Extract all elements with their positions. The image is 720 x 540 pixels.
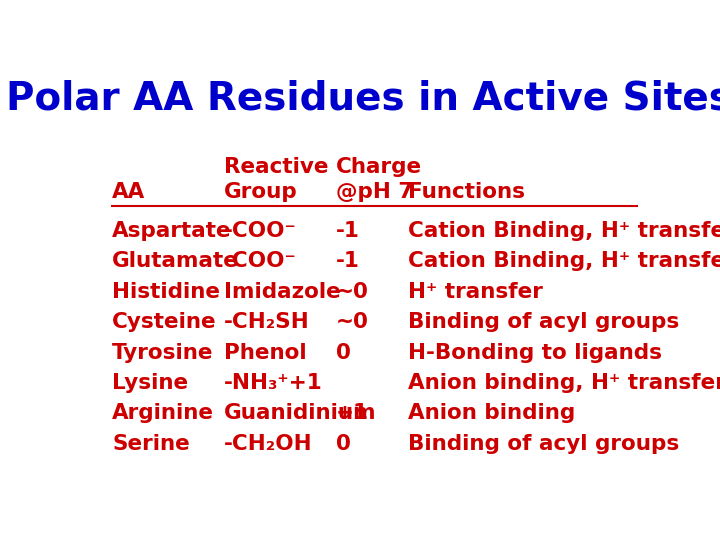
Text: Cysteine: Cysteine xyxy=(112,312,217,332)
Text: Serine: Serine xyxy=(112,434,190,454)
Text: -CH₂SH: -CH₂SH xyxy=(224,312,310,332)
Text: Imidazole: Imidazole xyxy=(224,282,341,302)
Text: -NH₃⁺+1: -NH₃⁺+1 xyxy=(224,373,323,393)
Text: Aspartate: Aspartate xyxy=(112,221,232,241)
Text: 0: 0 xyxy=(336,342,351,362)
Text: Binding of acyl groups: Binding of acyl groups xyxy=(408,434,679,454)
Text: Anion binding, H⁺ transfer: Anion binding, H⁺ transfer xyxy=(408,373,720,393)
Text: Glutamate: Glutamate xyxy=(112,252,239,272)
Text: Binding of acyl groups: Binding of acyl groups xyxy=(408,312,679,332)
Text: Polar AA Residues in Active Sites: Polar AA Residues in Active Sites xyxy=(6,79,720,117)
Text: Histidine: Histidine xyxy=(112,282,220,302)
Text: @pH 7: @pH 7 xyxy=(336,181,413,201)
Text: ~0: ~0 xyxy=(336,312,369,332)
Text: Guanidinium: Guanidinium xyxy=(224,403,377,423)
Text: Charge: Charge xyxy=(336,157,422,177)
Text: Phenol: Phenol xyxy=(224,342,307,362)
Text: -1: -1 xyxy=(336,221,359,241)
Text: Cation Binding, H⁺ transfer: Cation Binding, H⁺ transfer xyxy=(408,252,720,272)
Text: Functions: Functions xyxy=(408,181,525,201)
Text: Tyrosine: Tyrosine xyxy=(112,342,214,362)
Text: -COO⁻: -COO⁻ xyxy=(224,252,297,272)
Text: Cation Binding, H⁺ transfer: Cation Binding, H⁺ transfer xyxy=(408,221,720,241)
Text: Anion binding: Anion binding xyxy=(408,403,575,423)
Text: -1: -1 xyxy=(336,252,359,272)
Text: Group: Group xyxy=(224,181,297,201)
Text: ~0: ~0 xyxy=(336,282,369,302)
Text: H⁺ transfer: H⁺ transfer xyxy=(408,282,543,302)
Text: -CH₂OH: -CH₂OH xyxy=(224,434,312,454)
Text: Reactive: Reactive xyxy=(224,157,328,177)
Text: -COO⁻: -COO⁻ xyxy=(224,221,297,241)
Text: Arginine: Arginine xyxy=(112,403,215,423)
Text: AA: AA xyxy=(112,181,145,201)
Text: +1: +1 xyxy=(336,403,369,423)
Text: H-Bonding to ligands: H-Bonding to ligands xyxy=(408,342,662,362)
Text: Lysine: Lysine xyxy=(112,373,189,393)
Text: 0: 0 xyxy=(336,434,351,454)
